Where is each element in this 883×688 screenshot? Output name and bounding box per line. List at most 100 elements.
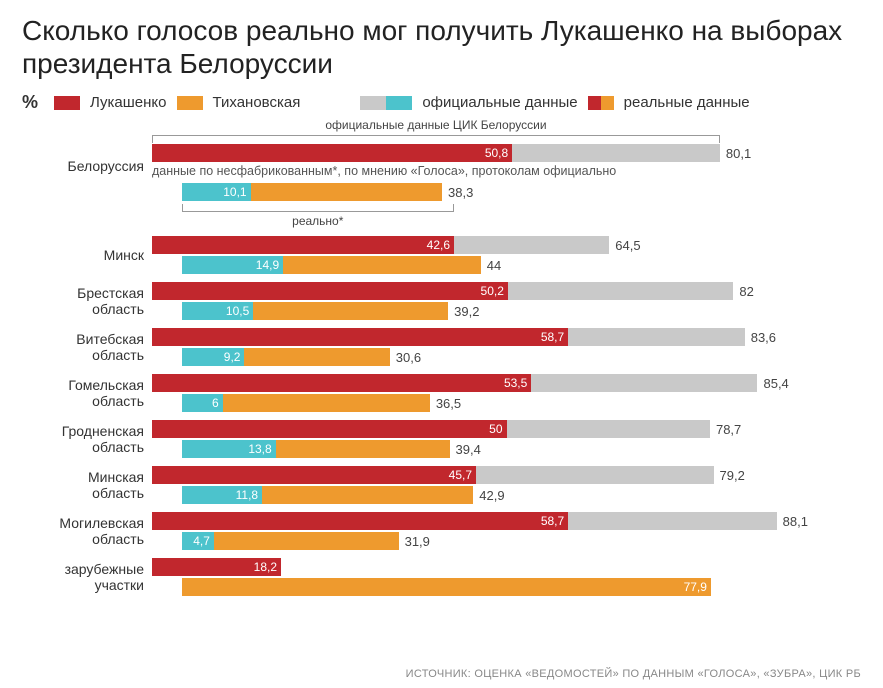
value-label: 10,1 bbox=[223, 183, 246, 201]
swatch-red bbox=[54, 96, 80, 110]
bar-track: 64,542,6 bbox=[152, 236, 861, 254]
row-label: зарубежныеучастки bbox=[22, 558, 152, 596]
bars-container: 78,7 50 39,4 13,8 bbox=[152, 420, 861, 460]
value-label: 58,7 bbox=[541, 512, 564, 530]
bar-track: 30,6 9,2 bbox=[182, 348, 861, 366]
chart-row: зарубежныеучастки 18,2 77,9 bbox=[22, 558, 861, 598]
value-label: 77,9 bbox=[684, 578, 707, 596]
legend: % Лукашенко Тихановская официальные данн… bbox=[22, 92, 861, 113]
bars-container: 88,1 58,7 31,9 4,7 bbox=[152, 512, 861, 552]
value-label: 11,8 bbox=[236, 486, 258, 504]
bar-real: 10,5 bbox=[182, 302, 253, 320]
row-label: Могилевскаяобласть bbox=[22, 512, 152, 550]
value-label: 31,9 bbox=[399, 532, 430, 550]
bar-real: 58,7 bbox=[152, 512, 568, 530]
row-label: Белорусcия bbox=[22, 121, 152, 211]
value-label: 83,6 bbox=[745, 328, 776, 346]
swatch-cyan bbox=[386, 96, 412, 110]
value-label: 53,5 bbox=[504, 374, 527, 392]
bar-track: 78,7 50 bbox=[152, 420, 861, 438]
chart-row: Гомельскаяобласть85,453,536,56 bbox=[22, 374, 861, 414]
chart-row: Брестскаяобласть 82 50,239,2 10,5 bbox=[22, 282, 861, 322]
value-label: 85,4 bbox=[757, 374, 788, 392]
value-label: 30,6 bbox=[390, 348, 421, 366]
value-label: 39,4 bbox=[450, 440, 481, 458]
value-label: 50 bbox=[489, 420, 502, 438]
value-label: 38,3 bbox=[442, 183, 473, 201]
row-label: Гомельскаяобласть bbox=[22, 374, 152, 412]
bar-track: 38,3 10,1 bbox=[182, 183, 861, 201]
bar-real: 42,6 bbox=[152, 236, 454, 254]
bar-chart: Белорусcияофициальные данные ЦИК Белорус… bbox=[22, 121, 861, 598]
bars-container: 79,2 45,742,9 11,8 bbox=[152, 466, 861, 506]
bar-track: 79,2 45,7 bbox=[152, 466, 861, 484]
chart-title: Сколько голосов реально мог получить Лук… bbox=[22, 14, 861, 80]
bracket bbox=[182, 204, 454, 212]
legend-tikhanovskaya: Тихановская bbox=[213, 94, 301, 111]
bracket-label: официальные данные ЦИК Белоруссии bbox=[152, 118, 720, 132]
bar-real: 45,7 bbox=[152, 466, 476, 484]
value-label: 42,9 bbox=[473, 486, 504, 504]
bar-track: 83,6 58,7 bbox=[152, 328, 861, 346]
chart-row: Белорусcияофициальные данные ЦИК Белорус… bbox=[22, 121, 861, 226]
bar-track: 88,1 58,7 bbox=[152, 512, 861, 530]
value-label: 79,2 bbox=[714, 466, 745, 484]
row-label: Минскаяобласть bbox=[22, 466, 152, 504]
row-label: Гродненскаяобласть bbox=[22, 420, 152, 458]
bar-real: 13,8 bbox=[182, 440, 276, 458]
chart-row: Минск64,542,64414,9 bbox=[22, 236, 861, 276]
value-label: 78,7 bbox=[710, 420, 741, 438]
bars-container: 83,6 58,7 30,6 9,2 bbox=[152, 328, 861, 368]
legend-official: официальные данные bbox=[422, 94, 577, 111]
bar-real: 50,8 bbox=[152, 144, 512, 162]
bar-track: 85,4 53,5 bbox=[152, 374, 861, 392]
value-label: 45,7 bbox=[449, 466, 472, 484]
value-label: 36,5 bbox=[430, 394, 461, 412]
value-label: 9,2 bbox=[224, 348, 241, 366]
value-label: 82 bbox=[733, 282, 753, 300]
bar-real: 9,2 bbox=[182, 348, 244, 366]
bar-track: 36,56 bbox=[182, 394, 861, 412]
value-label: 50,8 bbox=[485, 144, 508, 162]
bar-official bbox=[182, 532, 399, 550]
bar-real: 58,7 bbox=[152, 328, 568, 346]
bars-container: официальные данные ЦИК Белоруссии80,1 50,… bbox=[152, 121, 861, 226]
value-label: 80,1 bbox=[720, 144, 751, 162]
swatch-split bbox=[588, 96, 614, 110]
chart-row: Минскаяобласть 79,2 45,742,9 11,8 bbox=[22, 466, 861, 506]
bar-real: 6 bbox=[182, 394, 223, 412]
swatch-orange bbox=[177, 96, 203, 110]
chart-row: Витебскаяобласть 83,6 58,7 30,6 9,2 bbox=[22, 328, 861, 368]
value-label: 88,1 bbox=[777, 512, 808, 530]
bars-container: 82 50,239,2 10,5 bbox=[152, 282, 861, 322]
bar-real: 50 bbox=[152, 420, 507, 438]
value-label: 50,2 bbox=[481, 282, 504, 300]
row-label: Брестскаяобласть bbox=[22, 282, 152, 320]
legend-real: реальные данные bbox=[624, 94, 750, 111]
bar-track: 82 50,2 bbox=[152, 282, 861, 300]
value-label: 39,2 bbox=[448, 302, 479, 320]
pct-symbol: % bbox=[22, 92, 38, 113]
value-label: 42,6 bbox=[427, 236, 450, 254]
value-label: 44 bbox=[481, 256, 501, 274]
bracket bbox=[152, 135, 720, 143]
value-label: 10,5 bbox=[226, 302, 249, 320]
value-label: 4,7 bbox=[193, 532, 210, 550]
value-label: 14,9 bbox=[256, 256, 279, 274]
bar-real: 10,1 bbox=[182, 183, 251, 201]
bar-real: 53,5 bbox=[152, 374, 531, 392]
annotation: данные по несфабрикованным*, по мнению «… bbox=[152, 164, 861, 179]
bar-track: 80,1 50,8 bbox=[152, 144, 861, 162]
legend-lukashenko: Лукашенко bbox=[90, 94, 166, 111]
value-label: 13,8 bbox=[248, 440, 271, 458]
bar-track: 31,9 4,7 bbox=[182, 532, 861, 550]
bar-track: 44 14,9 bbox=[182, 256, 861, 274]
bar-track: 39,4 13,8 bbox=[182, 440, 861, 458]
bar-real: 4,7 bbox=[182, 532, 214, 550]
bar-track: 18,2 bbox=[152, 558, 861, 576]
row-label: Витебскаяобласть bbox=[22, 328, 152, 366]
swatch-gray bbox=[360, 96, 386, 110]
bars-container: 64,542,6 44 14,9 bbox=[152, 236, 861, 276]
value-label: 18,2 bbox=[254, 558, 277, 576]
bar-real: 11,8 bbox=[182, 486, 262, 504]
